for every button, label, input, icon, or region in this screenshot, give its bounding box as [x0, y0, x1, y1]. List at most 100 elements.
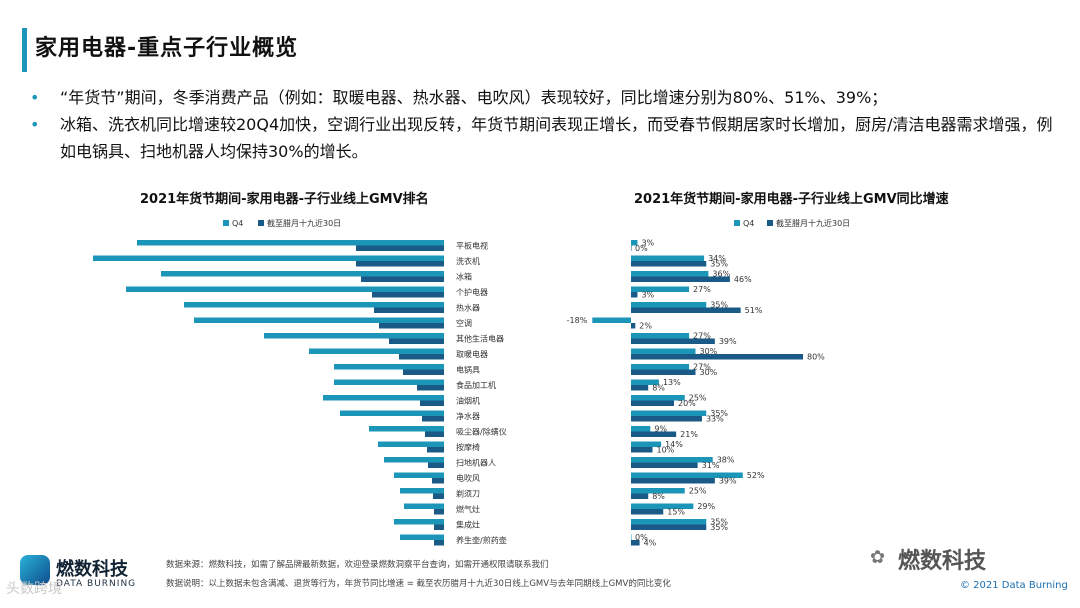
bar-period-7: [631, 338, 715, 344]
value-label: 35%: [710, 260, 728, 269]
value-label: -18%: [567, 316, 588, 325]
bar-q4-9: [334, 364, 444, 370]
summary-bullets: • “年货节”期间，冬季消费产品（例如：取暖电器、热水器、电吹风）表现较好，同比…: [30, 84, 1060, 165]
bar-q4-8: [309, 348, 444, 354]
title-accent-bar: [22, 28, 27, 72]
page-title: 家用电器-重点子行业概览: [35, 36, 299, 61]
bar-period-13: [631, 431, 677, 437]
bar-period-19: [631, 524, 707, 530]
bar-q4-16: [394, 472, 444, 478]
bar-q4-20: [631, 534, 632, 540]
bar-period-2: [356, 261, 444, 267]
legend-swatch-period: [767, 220, 773, 226]
value-label: 9%: [654, 425, 667, 434]
bar-period-20: [631, 540, 640, 546]
ranking-chart: Q4 截至腊月十九近30日平板电视洗衣机冰箱个护电器热水器空调其他生活电器取暖电器…: [93, 218, 507, 546]
data-source: 数据来源：燃数科技，如需了解品牌最新数据，欢迎登录燃数洞察平台查询，如需开通权限…: [166, 560, 549, 570]
value-label: 36%: [712, 270, 730, 279]
value-label: 29%: [697, 502, 715, 511]
growth-chart: Q4 截至腊月十九近30日3%0%34%35%36%46%27%3%35%51%-…: [567, 218, 851, 548]
bar-period-15: [428, 462, 444, 468]
bar-period-17: [631, 493, 649, 499]
bullet-text: “年货节”期间，冬季消费产品（例如：取暖电器、热水器、电吹风）表现较好，同比增速…: [60, 88, 888, 107]
watermark: 头数跨境: [6, 581, 62, 597]
bar-q4-10: [631, 379, 659, 385]
bar-q4-4: [126, 286, 444, 292]
value-label: 31%: [702, 461, 720, 470]
category-label: 平板电视: [456, 241, 488, 251]
category-label: 空调: [456, 318, 472, 328]
bar-period-10: [631, 385, 649, 391]
bar-q4-10: [334, 379, 444, 385]
bar-q4-17: [631, 488, 685, 494]
bar-period-8: [399, 354, 444, 360]
category-label: 油烟机: [456, 396, 480, 406]
bar-period-1: [631, 245, 632, 251]
value-label: 38%: [717, 456, 735, 465]
bullet-text: 冰箱、洗衣机同比增速较20Q4加快，空调行业出现反转，年货节期间表现正增长，而受…: [60, 115, 1053, 161]
wechat-account: 燃数科技: [898, 549, 987, 574]
bar-q4-15: [631, 457, 713, 463]
category-label: 食品加工机: [456, 380, 496, 390]
bar-period-16: [631, 478, 715, 484]
bar-period-20: [434, 540, 444, 546]
bar-period-16: [432, 478, 444, 484]
bar-q4-2: [631, 255, 705, 261]
bar-period-10: [417, 385, 444, 391]
bar-period-18: [434, 509, 444, 515]
bullet-item-2: • 冰箱、洗衣机同比增速较20Q4加快，空调行业出现反转，年货节期间表现正增长，…: [30, 111, 1060, 165]
bar-period-3: [631, 276, 730, 282]
bar-period-11: [420, 400, 444, 406]
logo-subtitle: DATA BURNING: [56, 579, 137, 589]
legend-label-period: 截至腊月十九近30日: [267, 218, 341, 228]
bar-q4-5: [184, 302, 444, 308]
bar-period-12: [631, 416, 702, 422]
legend-swatch-period: [258, 220, 264, 226]
bar-period-12: [422, 416, 444, 422]
bar-period-2: [631, 261, 707, 267]
value-label: 25%: [689, 487, 707, 496]
category-label: 个护电器: [456, 287, 488, 297]
bar-q4-16: [631, 472, 743, 478]
bar-period-13: [425, 431, 444, 437]
bar-q4-4: [631, 286, 690, 292]
category-label: 洗衣机: [456, 256, 480, 266]
value-label: 51%: [745, 306, 763, 315]
bar-q4-20: [400, 534, 444, 540]
bar-period-5: [631, 307, 741, 313]
value-label: 39%: [719, 337, 737, 346]
value-label: 8%: [652, 384, 665, 393]
value-label: 30%: [700, 347, 718, 356]
category-label: 养生壶/煎药壶: [456, 535, 507, 545]
value-label: 0%: [635, 533, 648, 542]
value-label: 3%: [641, 239, 654, 248]
value-label: 33%: [706, 415, 724, 424]
bar-period-9: [403, 369, 444, 375]
growth-chart-title: 2021年货节期间-家用电器-子行业线上GMV同比增速: [634, 192, 949, 207]
value-label: 15%: [667, 508, 685, 517]
copyright: © 2021 Data Burning: [960, 580, 1068, 591]
value-label: 8%: [652, 492, 665, 501]
bar-q4-14: [631, 441, 662, 447]
value-label: 27%: [693, 363, 711, 372]
value-label: 3%: [641, 291, 654, 300]
value-label: 25%: [689, 394, 707, 403]
value-label: 35%: [710, 301, 728, 310]
value-label: 35%: [710, 518, 728, 527]
bar-period-4: [631, 292, 638, 298]
bar-q4-13: [631, 426, 651, 432]
bar-q4-18: [404, 503, 444, 509]
value-label: 21%: [680, 430, 698, 439]
category-label: 冰箱: [456, 272, 472, 282]
brand-logo: 燃数科技 DATA BURNING: [20, 553, 160, 601]
bar-period-5: [374, 307, 444, 313]
legend-swatch-q4: [223, 220, 229, 226]
value-label: 39%: [719, 477, 737, 486]
legend-label-q4: Q4: [232, 219, 243, 228]
value-label: 30%: [700, 368, 718, 377]
bar-period-9: [631, 369, 696, 375]
bar-q4-7: [631, 333, 690, 339]
bar-q4-14: [378, 441, 444, 447]
value-label: 4%: [644, 539, 657, 548]
bar-q4-3: [631, 271, 709, 277]
